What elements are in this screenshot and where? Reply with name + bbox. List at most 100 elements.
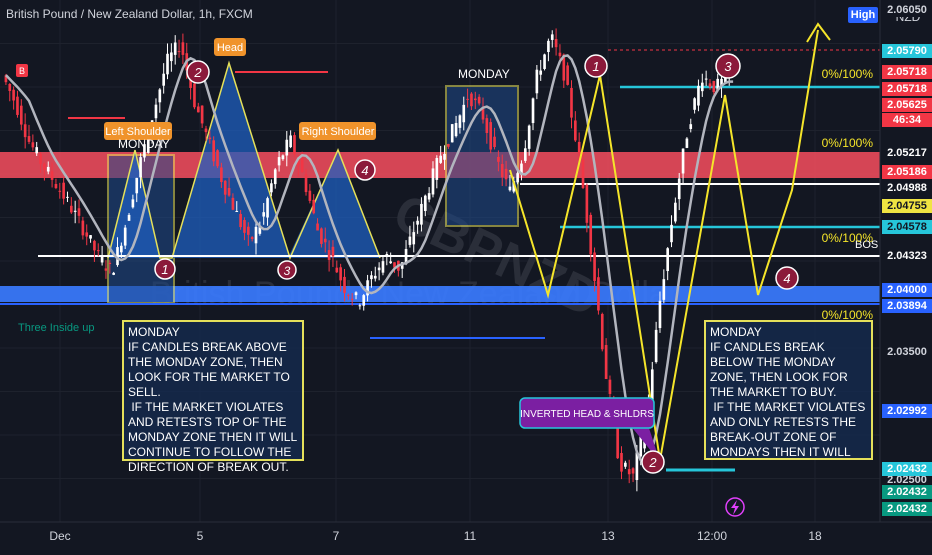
projection-path (509, 29, 819, 461)
candle-body (350, 298, 354, 300)
price-tag: 2.02432 (882, 462, 932, 476)
candle-body (216, 150, 219, 167)
x-tick-label: 7 (333, 529, 340, 543)
time-axis[interactable]: Dec 5 7 11 13 12:00 18 (49, 529, 822, 543)
monday-label-2: MONDAY (458, 67, 510, 81)
fib-label-3: 0%/100% (822, 231, 874, 245)
high-badge[interactable]: High (848, 7, 878, 23)
candle-body (704, 78, 708, 80)
candle-body (516, 173, 519, 183)
candle-body (370, 275, 373, 280)
candle-body (250, 237, 254, 239)
candle-body (481, 106, 485, 120)
candle-body (412, 232, 416, 245)
candle-body (639, 434, 643, 457)
candle-body (77, 208, 81, 216)
candle-body (508, 186, 512, 191)
candle-body (385, 254, 389, 257)
candle-body (331, 246, 335, 257)
candle-body (574, 120, 577, 141)
candle-body (235, 211, 239, 213)
candle-body (43, 163, 46, 170)
candle-body (166, 53, 169, 75)
fib-label-1: 0%/100% (822, 67, 874, 81)
bos-label: BOS (855, 239, 878, 251)
lightning-icon[interactable] (725, 497, 745, 517)
candle-body (320, 228, 323, 244)
candle-body (58, 190, 62, 192)
candle-body (243, 220, 246, 233)
candle-body (135, 177, 139, 194)
candle-body (589, 214, 593, 255)
marker-3b: 3 (715, 53, 741, 79)
candle-body (493, 136, 496, 147)
marker-1a: 1 (154, 258, 176, 280)
hs-outline (107, 60, 381, 261)
candle-body (458, 115, 462, 128)
hs-right-shoulder-area (288, 150, 380, 258)
candle-body (223, 180, 227, 195)
candle-body (400, 262, 404, 269)
candle-body (585, 184, 589, 223)
candle-body (404, 249, 408, 265)
moving-average-line (5, 54, 734, 464)
candle-body (543, 54, 546, 69)
x-tick-label: 18 (808, 529, 822, 543)
x-tick-label: 13 (601, 529, 615, 543)
candle-body (170, 52, 173, 62)
candle-body (208, 137, 212, 140)
candle-body (608, 379, 612, 394)
candle-body (523, 148, 527, 161)
candle-body (139, 157, 142, 178)
candle-body (624, 462, 627, 467)
candle-body (239, 213, 242, 228)
price-tag: 2.05718 (882, 65, 932, 79)
candle-body (96, 250, 100, 252)
candle-body (354, 292, 358, 296)
candle-body (162, 73, 165, 86)
x-tick-label: Dec (49, 529, 70, 543)
candle-body (423, 195, 427, 211)
candle-body (362, 295, 366, 306)
candle-body (539, 70, 543, 75)
price-tag: 2.05186 (882, 165, 932, 179)
candle-body (670, 224, 673, 243)
candle-body (389, 261, 392, 264)
head-tag: Head (217, 42, 243, 54)
candle-body (50, 171, 54, 180)
candle-body (593, 252, 596, 281)
price-tag: 2.03894 (882, 299, 932, 313)
candle-body (377, 267, 381, 271)
candle-body (681, 148, 685, 174)
candle-body (716, 78, 720, 91)
note-left: MONDAY IF CANDLES BREAK ABOVE THE MONDAY… (122, 320, 304, 474)
candle-body (27, 136, 31, 142)
candle-body (581, 159, 585, 188)
candle-body (220, 167, 223, 183)
price-tag: 2.04578 (882, 220, 932, 234)
candle-body (89, 235, 92, 239)
inverted-hs-callout-bg (519, 397, 655, 429)
svg-text:3: 3 (284, 264, 291, 278)
b-badge: B (19, 66, 25, 76)
monday-label-1: MONDAY (118, 137, 170, 151)
candle-body (535, 69, 539, 94)
candle-body (616, 418, 619, 459)
fib-label-4: 0%/100% (822, 308, 874, 322)
candle-body (112, 272, 115, 275)
price-tag: 2.05718 (882, 82, 932, 96)
candle-body (393, 262, 396, 268)
x-tick-label: 5 (197, 529, 204, 543)
candle-body (547, 40, 550, 53)
left-shoulder-tag-bg (104, 122, 172, 140)
inverted-hs-callout: INVERTED HEAD & SHLDRS (520, 409, 654, 420)
candle-body (73, 210, 77, 212)
candle-body (654, 329, 658, 363)
candle-body (62, 182, 65, 199)
svg-text:2: 2 (648, 455, 657, 470)
price-tag: 2.04323 (882, 249, 932, 263)
price-tag: 2.02432 (882, 485, 932, 499)
candle-body (19, 105, 23, 125)
candle-body (635, 452, 639, 481)
candle-body (693, 98, 696, 110)
